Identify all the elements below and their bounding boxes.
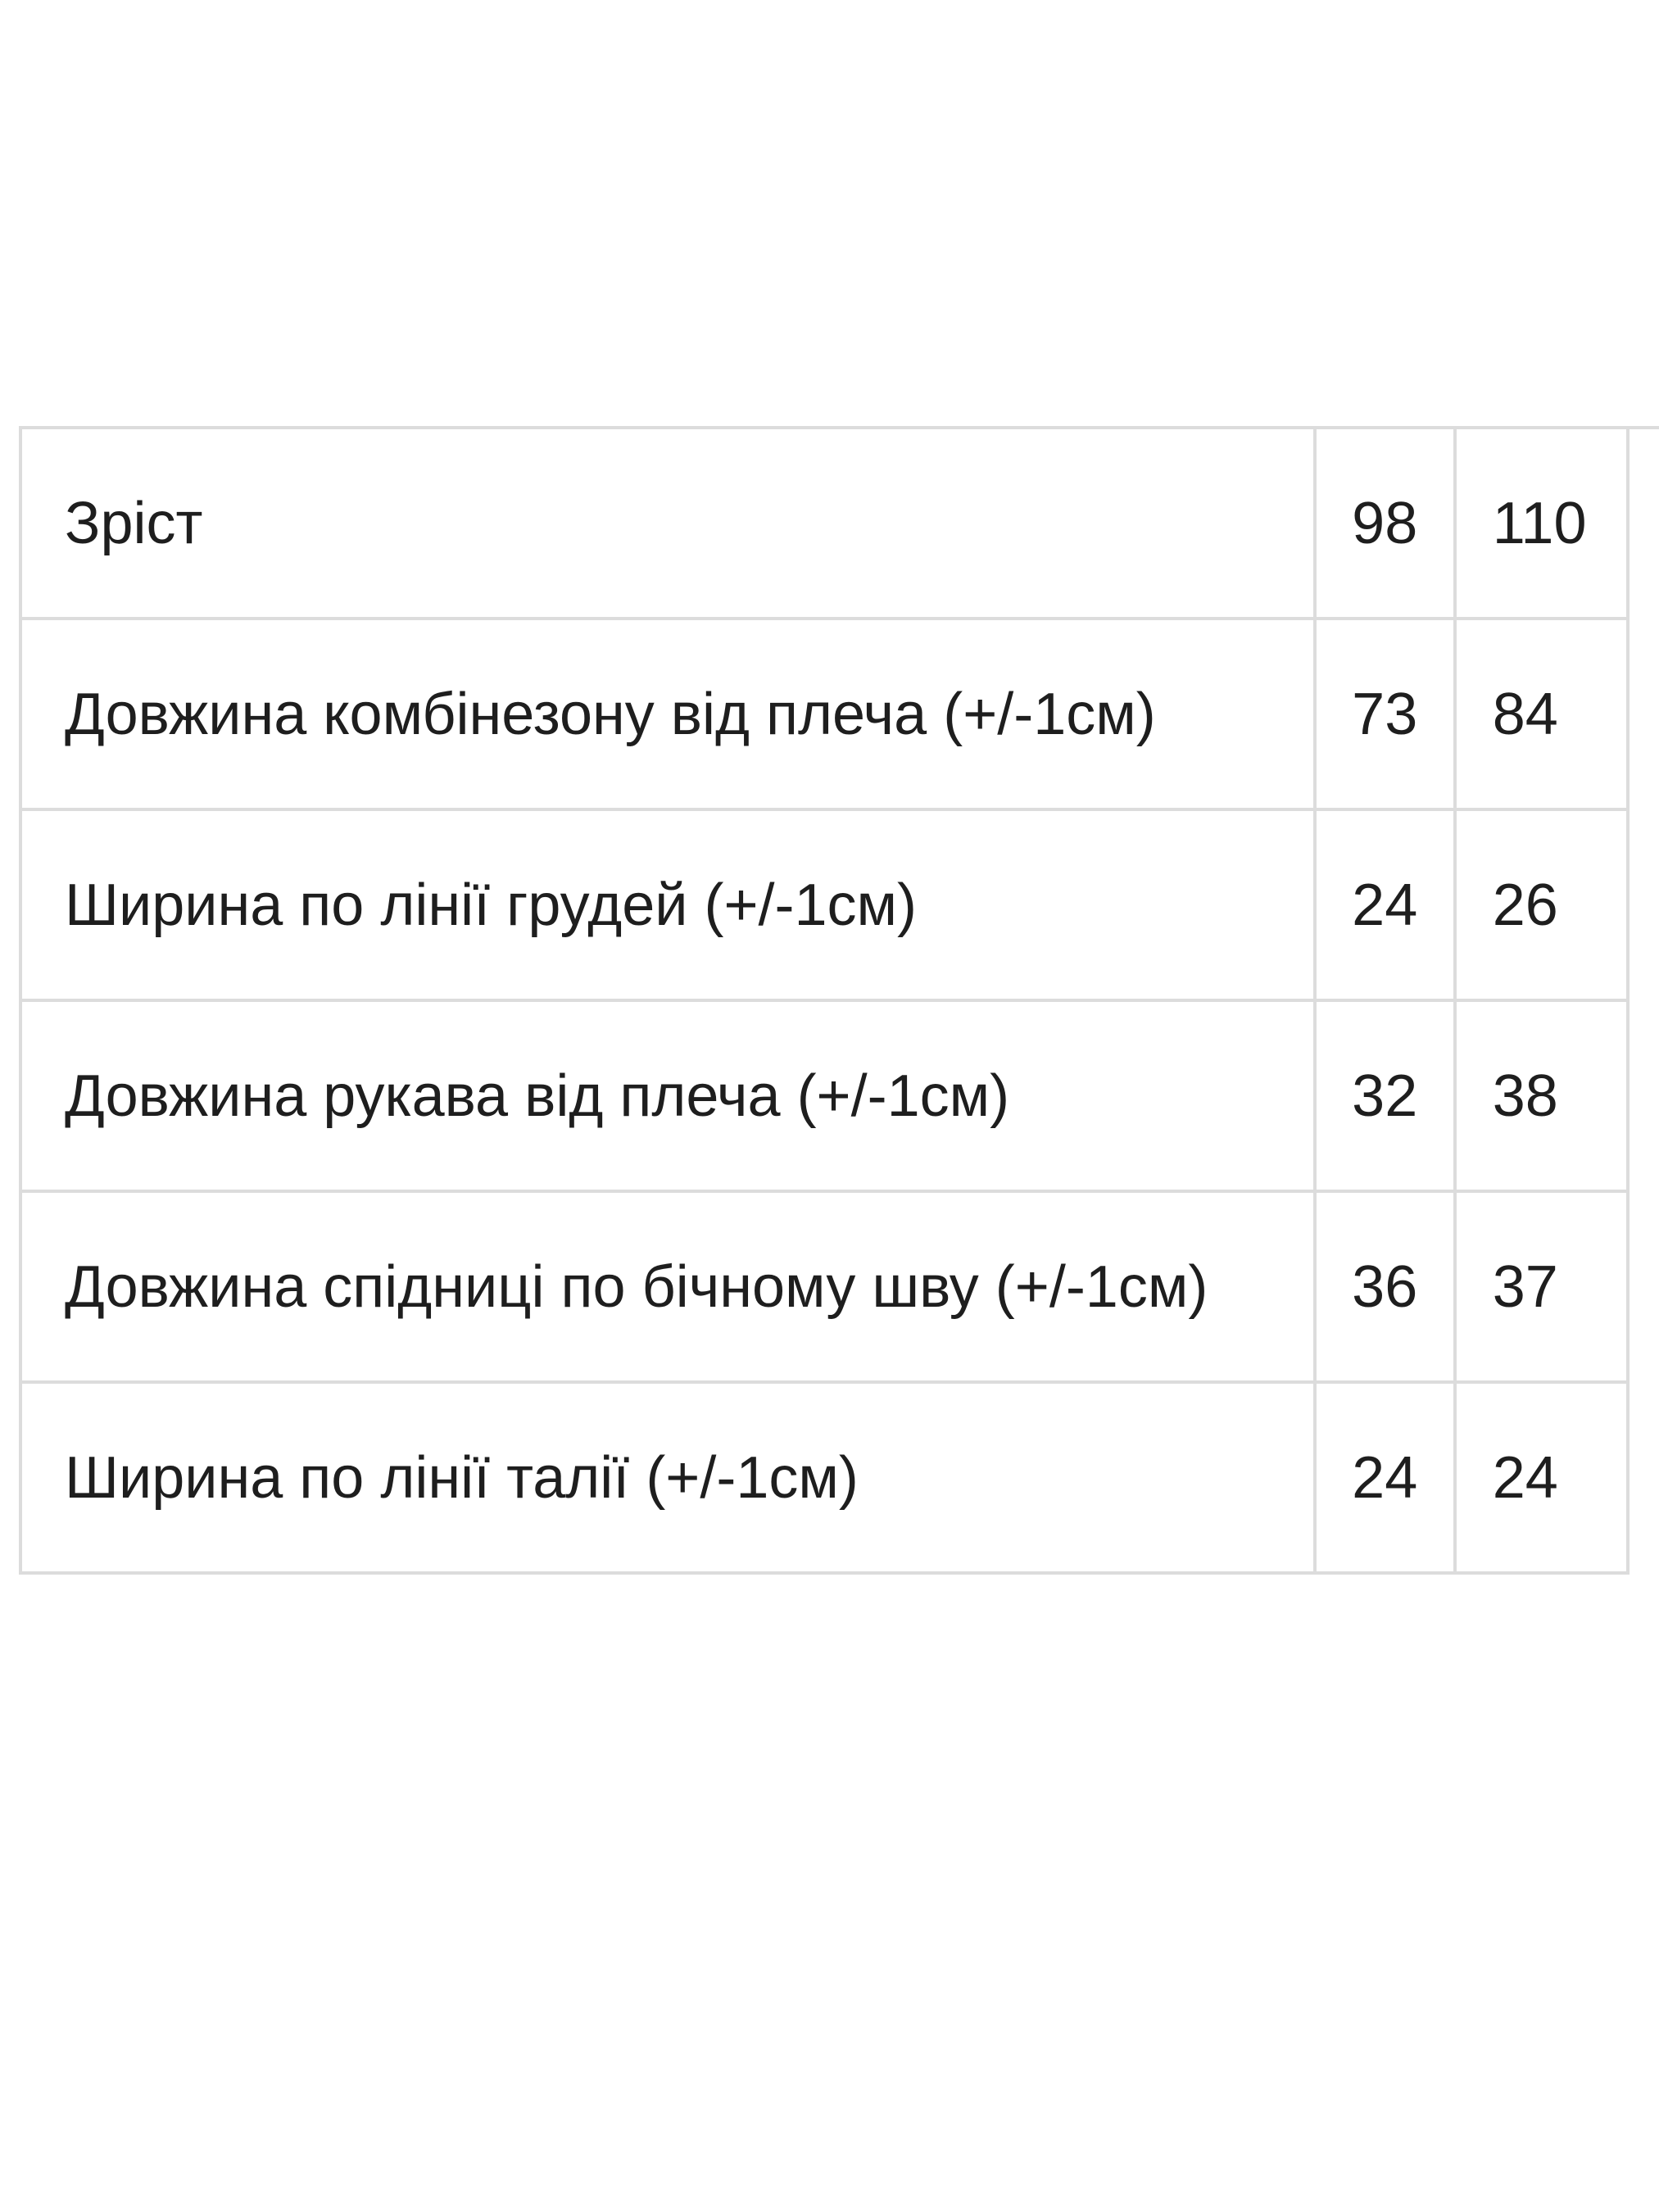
size-value: 26 — [1453, 808, 1630, 1002]
size-value: 24 — [1453, 1380, 1630, 1575]
row-label: Довжина спідниці по бічному шву (+/-1см) — [19, 1190, 1317, 1384]
size-value: 84 — [1453, 617, 1630, 811]
size-table: Зріст 98 110 Довжина комбінезону від пле… — [19, 426, 1659, 1575]
size-value: 110 — [1453, 426, 1630, 620]
size-value: 38 — [1453, 999, 1630, 1193]
size-value: 73 — [1312, 617, 1457, 811]
cut-off-cell — [1626, 426, 1659, 619]
table-row: Ширина по лінії талії (+/-1см) 24 24 — [19, 1380, 1659, 1575]
size-value: 24 — [1312, 808, 1457, 1002]
row-label: Ширина по лінії талії (+/-1см) — [19, 1380, 1317, 1575]
table-row: Ширина по лінії грудей (+/-1см) 24 26 — [19, 808, 1659, 1002]
row-label: Ширина по лінії грудей (+/-1см) — [19, 808, 1317, 1002]
table-row: Довжина рукава від плеча (+/-1см) 32 38 — [19, 999, 1659, 1193]
size-value: 24 — [1312, 1380, 1457, 1575]
row-label: Довжина рукава від плеча (+/-1см) — [19, 999, 1317, 1193]
row-label: Зріст — [19, 426, 1317, 620]
size-value: 37 — [1453, 1190, 1630, 1384]
size-value: 98 — [1312, 426, 1457, 620]
size-value: 32 — [1312, 999, 1457, 1193]
size-value: 36 — [1312, 1190, 1457, 1384]
table-row: Довжина спідниці по бічному шву (+/-1см)… — [19, 1190, 1659, 1384]
row-label: Довжина комбінезону від плеча (+/-1см) — [19, 617, 1317, 811]
table-row: Зріст 98 110 — [19, 426, 1659, 620]
table-row: Довжина комбінезону від плеча (+/-1см) 7… — [19, 617, 1659, 811]
